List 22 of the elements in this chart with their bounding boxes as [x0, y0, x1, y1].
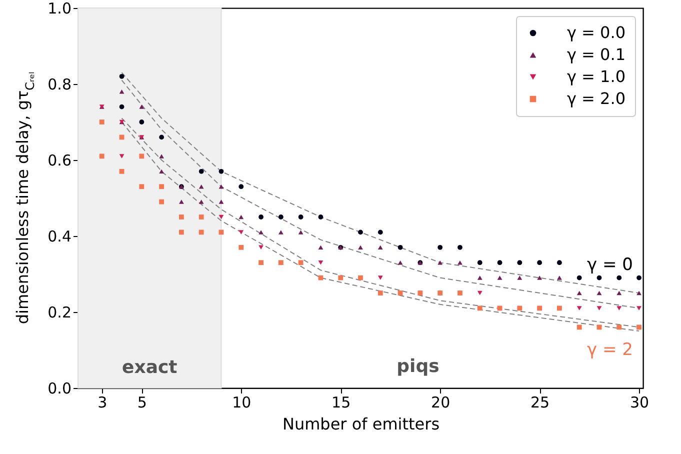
y-tick-label: 0.6 — [48, 152, 72, 170]
legend-label: γ = 2.0 — [567, 89, 626, 108]
y-tick-label: 0.2 — [48, 304, 72, 322]
annotation: γ = 0 — [587, 255, 633, 275]
legend-label: γ = 0.0 — [567, 23, 626, 42]
x-tick-label: 25 — [530, 394, 550, 412]
x-tick-label: 30 — [630, 394, 650, 412]
x-tick-label: 5 — [137, 394, 147, 412]
y-tick-label: 1.0 — [48, 0, 72, 18]
x-tick-label: 3 — [98, 394, 108, 412]
x-tick-label: 10 — [232, 394, 252, 412]
x-axis-title: Number of emitters — [282, 414, 440, 434]
x-tick-label: 15 — [332, 394, 351, 412]
y-tick-label: 0.0 — [48, 380, 72, 398]
band-label: exact — [122, 357, 178, 378]
y-tick-label: 0.8 — [48, 76, 72, 94]
x-tick-label: 20 — [431, 394, 450, 412]
annotation: piqs — [396, 356, 440, 377]
annotation: γ = 2 — [587, 340, 633, 360]
legend-label: γ = 1.0 — [567, 67, 626, 86]
legend-label: γ = 0.1 — [567, 45, 626, 64]
y-tick-label: 0.4 — [48, 228, 72, 246]
